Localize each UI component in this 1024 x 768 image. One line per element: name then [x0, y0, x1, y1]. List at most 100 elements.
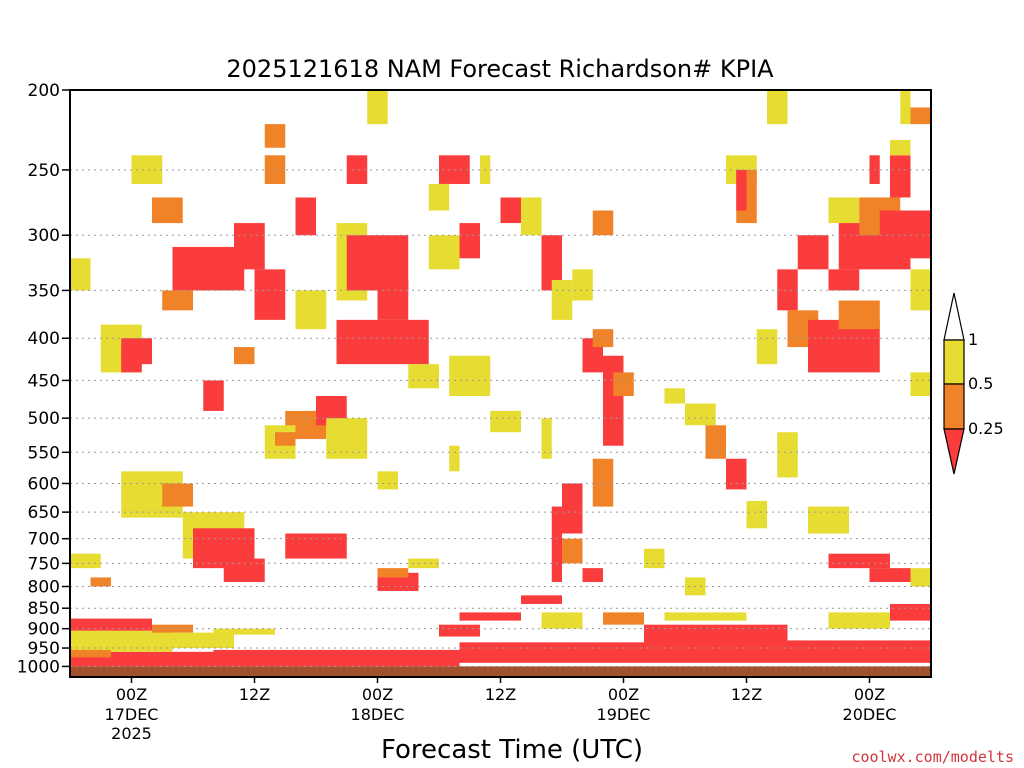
ri-cell-red	[459, 612, 521, 621]
x-tick-label: 00Z	[608, 685, 639, 704]
ground-layer	[70, 666, 931, 677]
colorbar-label: 1	[968, 330, 978, 349]
x-tick-label: 00Z	[362, 685, 393, 704]
ri-cell-yellow	[910, 372, 931, 397]
ri-cell-yellow	[449, 355, 491, 397]
ri-cell-yellow	[377, 471, 398, 490]
ri-cell-red	[644, 624, 788, 663]
x-tick-date: 19DEC	[597, 705, 651, 724]
ri-cell-yellow	[551, 280, 573, 320]
y-tick-label: 500	[28, 409, 60, 429]
credit-text[interactable]: coolwx.com/modelts	[851, 748, 1014, 766]
ri-cell-yellow	[408, 364, 439, 389]
ri-cell-red	[203, 380, 224, 411]
ri-cell-yellow	[70, 258, 91, 291]
ri-cell-red	[285, 533, 347, 559]
ri-cell-yellow	[756, 329, 778, 365]
y-tick-label: 250	[28, 161, 60, 181]
ri-cell-yellow	[428, 235, 460, 270]
ri-cell-red	[500, 197, 521, 224]
ri-cell-yellow	[910, 269, 931, 311]
x-tick-label: 12Z	[485, 685, 516, 704]
x-tick-date: 18DEC	[351, 705, 405, 724]
ri-cell-red	[828, 269, 860, 291]
ri-cell-orange	[838, 300, 880, 330]
ri-cell-yellow	[890, 140, 911, 156]
ri-cell-yellow	[572, 269, 593, 301]
ri-cell-yellow	[685, 403, 716, 426]
y-tick-label: 600	[28, 474, 60, 494]
y-tick-label: 900	[28, 620, 60, 640]
ri-cell-yellow	[428, 183, 450, 211]
ri-cell-red	[603, 355, 624, 446]
ri-cell-red	[562, 483, 583, 534]
ri-cell-red	[172, 246, 245, 291]
ri-cell-yellow	[70, 630, 173, 652]
ri-cell-yellow	[541, 418, 552, 459]
plot-area	[70, 90, 931, 677]
y-axis: 200 250 300 350 400 450 500 550 600 650 700 750 8008…	[17, 81, 70, 677]
y-tick-label: 450	[28, 371, 60, 391]
ri-cell-yellow	[664, 612, 747, 621]
ri-cell-red	[879, 210, 931, 259]
ri-cell-red	[213, 649, 460, 667]
ri-cell-orange	[592, 329, 614, 348]
ri-cell-orange	[613, 372, 634, 397]
ri-cell-orange	[162, 483, 193, 507]
ri-cell-yellow	[213, 628, 275, 635]
x-axis-title: Forecast Time (UTC)	[381, 735, 643, 765]
plot-frame	[69, 89, 932, 678]
ri-cell-orange	[592, 210, 614, 236]
ri-cell-yellow	[521, 197, 542, 236]
colorbar-segment	[943, 428, 965, 475]
ri-cell-red	[787, 640, 931, 663]
y-tick-label: 650	[28, 503, 60, 523]
ri-cell-red	[582, 568, 603, 582]
ri-cell-yellow	[70, 553, 101, 569]
ri-cell-red	[70, 618, 152, 631]
y-tick-label: 700	[28, 530, 60, 550]
ri-cell-red	[459, 642, 644, 663]
ri-cell-yellow	[746, 500, 767, 529]
y-tick-label: 950	[28, 639, 60, 659]
ri-cell-orange	[603, 612, 644, 625]
ri-cell-orange	[592, 458, 614, 507]
ri-cell-yellow	[664, 388, 685, 404]
colorbar-segment	[943, 383, 965, 430]
y-tick-label: 1000	[17, 657, 60, 677]
ri-cell-orange	[264, 124, 286, 148]
ri-cell-red	[223, 558, 265, 582]
ri-cell-orange	[705, 425, 726, 459]
ri-cell-yellow	[490, 410, 521, 433]
colorbar-segment	[943, 292, 965, 341]
ri-cell-red	[336, 319, 429, 365]
x-tick-date: 17DEC	[105, 705, 159, 724]
ri-cell-red	[377, 280, 409, 320]
ri-cell-red	[459, 223, 480, 259]
ri-cell-orange	[234, 347, 255, 365]
x-tick-year: 2025	[111, 724, 152, 743]
ri-cell-yellow	[828, 612, 890, 629]
x-tick-date: 20DEC	[843, 705, 897, 724]
ri-cell-red	[121, 338, 152, 365]
x-tick-label: 00Z	[116, 685, 147, 704]
y-tick-label: 350	[28, 281, 60, 301]
ri-cell-yellow	[644, 548, 665, 569]
ri-cell-orange	[910, 107, 931, 125]
ri-cell-yellow	[295, 290, 327, 330]
ri-cell-red	[869, 568, 911, 582]
ri-cell-red	[254, 269, 286, 320]
chart-title: 2025121618 NAM Forecast Richardson# KPIA	[226, 55, 774, 83]
ri-cell-red	[346, 155, 368, 184]
ri-cell-red	[797, 235, 829, 270]
y-tick-label: 200	[28, 81, 60, 101]
y-tick-label: 400	[28, 329, 60, 349]
ri-cell-yellow	[408, 558, 439, 569]
ri-cell-yellow	[777, 432, 798, 478]
colorbar-label: 0.5	[968, 374, 993, 393]
x-tick-label: 00Z	[854, 685, 885, 704]
ri-cell-yellow	[172, 632, 234, 649]
y-tick-label: 750	[28, 554, 60, 574]
